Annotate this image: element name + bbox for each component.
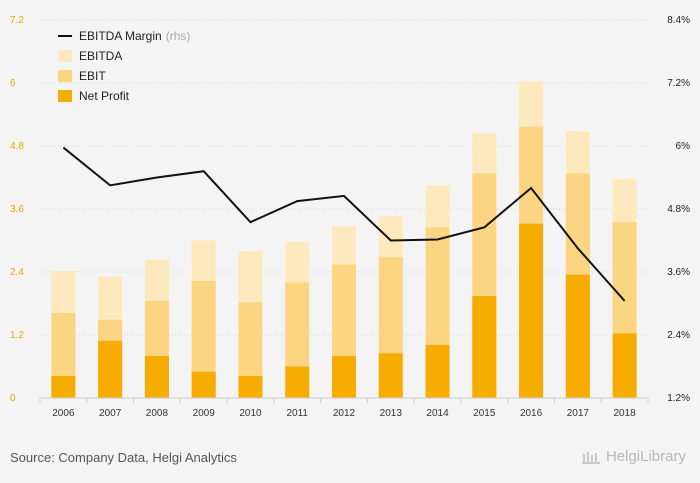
source-note: Source: Company Data, Helgi Analytics <box>10 450 237 465</box>
x-tick-label: 2014 <box>426 408 449 419</box>
ebitda-margin-line <box>62 146 626 302</box>
net-profit-bar <box>51 375 76 398</box>
brand-name: HelgiLibrary <box>605 448 686 465</box>
y-left-tick-label: 1.2 <box>10 330 24 341</box>
legend-label: EBITDA Margin <box>79 29 162 43</box>
net-profit-bar <box>238 375 263 398</box>
y-left-tick-label: 7.2 <box>10 15 24 26</box>
net-profit-bar <box>472 296 497 398</box>
y-right-tick-label: 7.2% <box>667 78 690 89</box>
x-tick-label: 2016 <box>520 408 543 419</box>
y-left-tick-label: 2.4 <box>10 267 24 278</box>
bars <box>51 81 637 399</box>
x-tick-label: 2008 <box>146 408 169 419</box>
net-profit-bar <box>612 333 637 398</box>
net-profit-bar <box>144 356 169 398</box>
y-right-tick-label: 4.8% <box>667 204 690 215</box>
x-tick-label: 2018 <box>613 408 636 419</box>
combo-chart: 0 1.2% 1.2 2.4% 2.4 3.6% 3.6 4.8% 4.8 6% 6 7.2% 7.2 8… <box>10 15 690 419</box>
margin-line <box>62 146 626 302</box>
net-profit-bar <box>425 344 450 398</box>
x-tick-label: 2011 <box>286 408 308 419</box>
y-right-tick-label: 2.4% <box>667 330 690 341</box>
legend-swatch <box>58 70 72 82</box>
x-tick-label: 2006 <box>52 408 75 419</box>
net-profit-bar <box>98 340 123 398</box>
y-right-tick-label: 1.2% <box>667 393 690 404</box>
axes: 0 1.2% 1.2 2.4% 2.4 3.6% 3.6 4.8% 4.8 6% 6 7.2% 7.2 8… <box>10 15 690 419</box>
legend-label: Net Profit <box>79 89 130 103</box>
library-icon <box>581 451 600 464</box>
legend: EBITDA Margin (rhs) EBITDA EBIT Net Profit <box>58 29 190 103</box>
net-profit-bar <box>332 356 356 398</box>
y-right-tick-label: 3.6% <box>667 267 690 278</box>
net-profit-bar <box>519 223 544 398</box>
brand-logo: HelgiLibrary <box>581 448 686 465</box>
y-left-tick-label: 3.6 <box>10 204 24 215</box>
legend-label: EBITDA <box>79 49 122 63</box>
net-profit-bar <box>565 274 590 398</box>
y-right-tick-label: 6% <box>676 141 691 152</box>
y-right-tick-label: 8.4% <box>667 15 690 26</box>
legend-swatch <box>58 50 72 62</box>
x-tick-label: 2013 <box>380 408 403 419</box>
y-left-tick-label: 4.8 <box>10 141 24 152</box>
net-profit-bar <box>285 366 310 398</box>
net-profit-bar <box>378 353 403 398</box>
y-left-tick-label: 6 <box>10 78 16 89</box>
x-tick-label: 2007 <box>99 408 122 419</box>
legend-label: EBIT <box>79 69 106 83</box>
x-tick-label: 2017 <box>567 408 590 419</box>
x-tick-label: 2009 <box>193 408 216 419</box>
x-tick-label: 2015 <box>473 408 496 419</box>
legend-label-suffix: (rhs) <box>166 29 191 43</box>
x-tick-label: 2010 <box>239 408 262 419</box>
y-left-tick-label: 0 <box>10 393 16 404</box>
net-profit-bar <box>191 371 216 398</box>
x-tick-label: 2012 <box>333 408 356 419</box>
legend-swatch <box>58 90 72 102</box>
